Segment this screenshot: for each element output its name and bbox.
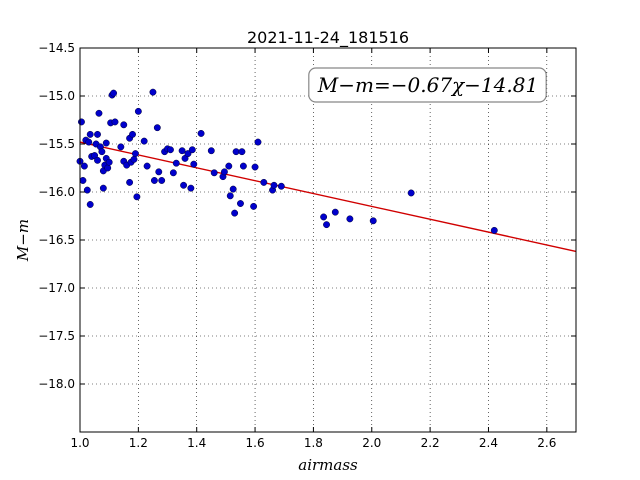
data-point bbox=[102, 139, 110, 147]
data-point bbox=[131, 150, 139, 158]
data-point bbox=[86, 130, 94, 138]
data-point bbox=[94, 156, 101, 164]
fit-line-group bbox=[79, 141, 577, 253]
data-point bbox=[238, 148, 246, 156]
data-point bbox=[133, 193, 141, 201]
data-point bbox=[94, 130, 101, 138]
fit-line bbox=[79, 141, 577, 253]
data-point bbox=[187, 184, 195, 192]
y-tick-label: −17.0 bbox=[38, 281, 75, 295]
x-tick-label: 2.4 bbox=[479, 436, 498, 450]
data-point bbox=[226, 192, 234, 200]
data-point bbox=[111, 118, 119, 126]
data-point bbox=[180, 181, 188, 189]
data-point bbox=[143, 162, 151, 170]
y-tick-label: −16.5 bbox=[38, 233, 75, 247]
data-point bbox=[150, 177, 158, 184]
data-point bbox=[117, 143, 125, 151]
y-tick-label: −18.0 bbox=[38, 377, 75, 391]
x-tick-label: 1.0 bbox=[70, 436, 89, 450]
data-point bbox=[251, 163, 259, 171]
data-point bbox=[110, 89, 118, 97]
data-points bbox=[76, 88, 498, 234]
data-point bbox=[166, 146, 174, 154]
axis-ticks: 1.0 1.2 1.4 1.6 1.8 2.0 2.2 2.4 2.6 −14.5 −15.0 −15… bbox=[38, 41, 576, 450]
data-point bbox=[95, 109, 103, 117]
data-point bbox=[254, 138, 262, 146]
data-point bbox=[120, 121, 128, 129]
x-tick-label: 1.4 bbox=[187, 436, 206, 450]
data-point bbox=[78, 118, 85, 126]
data-point bbox=[197, 129, 205, 137]
equation-annotation: M−m=−0.67χ−14.81 bbox=[308, 67, 547, 103]
x-tick-label: 2.2 bbox=[421, 436, 440, 450]
data-point bbox=[85, 138, 93, 146]
data-point bbox=[237, 200, 244, 207]
data-point bbox=[140, 137, 148, 145]
data-point bbox=[232, 148, 240, 156]
data-point bbox=[126, 178, 134, 186]
data-point bbox=[158, 177, 166, 184]
data-point bbox=[369, 217, 377, 225]
y-tick-label: −17.5 bbox=[38, 329, 75, 343]
data-point bbox=[407, 189, 415, 197]
data-point bbox=[184, 150, 192, 158]
data-point bbox=[323, 221, 330, 229]
y-tick-label: −15.0 bbox=[38, 89, 75, 103]
data-point bbox=[346, 215, 354, 223]
data-point bbox=[149, 88, 157, 96]
data-point bbox=[490, 226, 498, 234]
data-point bbox=[130, 155, 138, 163]
data-point bbox=[207, 147, 215, 155]
y-tick-label: −16.0 bbox=[38, 185, 75, 199]
data-point bbox=[229, 185, 237, 193]
data-point bbox=[153, 124, 161, 132]
data-point bbox=[178, 147, 186, 155]
data-point bbox=[129, 130, 136, 138]
data-point bbox=[320, 213, 328, 221]
x-tick-label: 2.6 bbox=[537, 436, 556, 450]
data-point bbox=[225, 162, 233, 170]
x-tick-label: 2.0 bbox=[362, 436, 381, 450]
y-tick-label: −14.5 bbox=[38, 41, 75, 55]
x-tick-label: 1.2 bbox=[129, 436, 148, 450]
data-point bbox=[270, 181, 278, 189]
y-axis-label: M−m bbox=[14, 219, 32, 262]
data-point bbox=[79, 177, 87, 184]
x-tick-label: 1.8 bbox=[304, 436, 323, 450]
data-point bbox=[99, 184, 107, 192]
data-point bbox=[260, 178, 268, 186]
data-point bbox=[210, 169, 218, 177]
data-point bbox=[331, 208, 339, 216]
data-point bbox=[134, 107, 142, 115]
x-axis-label: airmass bbox=[298, 456, 358, 474]
data-point bbox=[80, 162, 88, 170]
data-point bbox=[190, 160, 198, 168]
data-point bbox=[169, 169, 177, 177]
grid bbox=[79, 47, 576, 432]
y-tick-label: −15.5 bbox=[38, 137, 75, 151]
data-point bbox=[104, 164, 112, 172]
annotation-text: M−m=−0.67χ−14.81 bbox=[317, 73, 538, 97]
data-point bbox=[105, 158, 113, 166]
data-point bbox=[277, 182, 285, 190]
x-tick-label: 1.6 bbox=[246, 436, 265, 450]
data-point bbox=[86, 201, 94, 208]
data-point bbox=[250, 202, 258, 210]
data-point bbox=[155, 168, 163, 176]
data-point bbox=[98, 148, 106, 156]
chart-title: 2021-11-24_181516 bbox=[247, 28, 409, 48]
data-point bbox=[188, 146, 196, 154]
data-point bbox=[239, 162, 247, 170]
data-point bbox=[83, 186, 91, 194]
data-point bbox=[220, 168, 228, 176]
data-point bbox=[231, 209, 239, 217]
annotation-box bbox=[308, 67, 547, 103]
data-point bbox=[172, 159, 180, 167]
